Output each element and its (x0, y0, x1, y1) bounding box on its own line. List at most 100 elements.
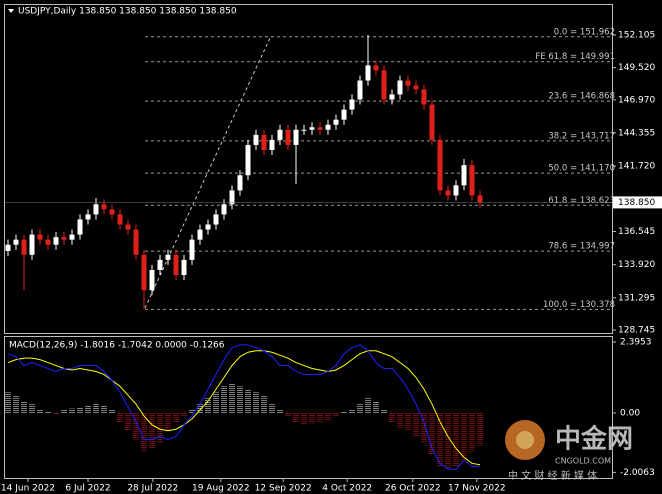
x-tick-label: 19 Aug 2022 (192, 484, 250, 494)
candle-body (197, 229, 203, 240)
candle-body (341, 109, 347, 120)
macd-line (7, 344, 480, 470)
candle-body (29, 234, 35, 255)
y-tick-label: 131.295 (618, 293, 655, 303)
fib-expansion-line (144, 37, 271, 309)
macd-pane (4, 336, 613, 479)
candle-body (373, 65, 379, 71)
chart-title: USDJPY,Daily 138.850 138.850 138.850 138… (18, 7, 237, 17)
candle-body (109, 209, 115, 215)
candle-body (181, 259, 187, 276)
y-tick-label: 0.00 (620, 408, 640, 418)
x-tick-label: 26 Oct 2022 (385, 484, 441, 494)
fib-label: 50.0 = 141.170 (548, 164, 615, 174)
candle-body (317, 127, 323, 130)
watermark-logo-inner (516, 431, 534, 449)
candle-body (221, 204, 227, 215)
candle-body (381, 70, 387, 100)
watermark-brand: 中金网 (555, 424, 633, 455)
candle-body (53, 237, 59, 245)
menu-arrow[interactable] (8, 9, 14, 13)
main-pane (4, 4, 613, 334)
candle-body (349, 99, 355, 110)
y-tick-label: 141.720 (618, 162, 655, 172)
candle-body (397, 80, 403, 95)
x-tick-label: 14 Jun 2022 (1, 484, 55, 494)
candle-body (469, 165, 475, 196)
fib-label: 0.0 = 151.962 (554, 27, 615, 37)
candle-body (365, 65, 371, 81)
candle-body (357, 80, 363, 100)
candle-body (85, 214, 91, 220)
y-tick-label: 146.970 (618, 95, 655, 105)
candle-body (237, 175, 243, 191)
candle-body (301, 129, 307, 131)
y-tick-label: 133.920 (618, 260, 655, 270)
candle-body (21, 239, 27, 255)
candle-body (269, 139, 275, 150)
x-tick-label: 6 Jul 2022 (65, 484, 110, 494)
candle-body (45, 239, 51, 245)
fib-label: 78.6 = 134.997 (548, 242, 615, 252)
current-price-box (613, 196, 662, 209)
x-tick-label: 4 Oct 2022 (322, 484, 372, 494)
fib-label: 23.6 = 146.868 (548, 92, 615, 102)
fib-label: FE 61.8 = 149.991 (535, 52, 615, 62)
candle-body (421, 89, 427, 105)
candle-body (5, 244, 11, 252)
watermark-site: CNGOLD.COM (555, 457, 611, 466)
macd-title: MACD(12,26,9) -1.8016 -1.7042 0.0000 -0.… (9, 341, 225, 351)
candle-body (277, 129, 283, 140)
fib-label: 61.8 = 138.623 (548, 196, 615, 206)
candle-body (125, 224, 131, 230)
candle-body (213, 214, 219, 225)
candle-body (253, 134, 259, 145)
candle-body (157, 259, 163, 270)
y-tick-label: 149.520 (618, 63, 655, 73)
candle-body (61, 237, 67, 240)
candle-body (325, 124, 331, 130)
candle-body (69, 234, 75, 240)
candle-body (37, 234, 43, 240)
candle-body (453, 185, 459, 196)
candle-body (461, 165, 467, 186)
y-tick-label: 2.3953 (620, 337, 652, 347)
candle-body (477, 195, 483, 203)
candle-body (229, 190, 235, 205)
candle-body (133, 229, 139, 255)
candle-body (165, 254, 171, 260)
candle-body (413, 85, 419, 90)
candle-body (141, 254, 147, 291)
y-tick-label: 144.355 (618, 128, 655, 138)
candle-body (93, 204, 99, 215)
candle-body (205, 224, 211, 230)
y-tick-label: 128.745 (618, 326, 655, 336)
candle-body (13, 239, 19, 245)
candle-body (293, 129, 299, 145)
macd-line (7, 350, 481, 466)
candle-body (429, 104, 435, 140)
current-price-label: 138.850 (618, 198, 655, 208)
x-tick-label: 12 Sep 2022 (255, 484, 312, 494)
candle-body (245, 144, 251, 176)
candle-body (405, 80, 411, 86)
candle-body (149, 269, 155, 291)
watermark: 中金网 CNGOLD.COM 中 文 财 经 新 媒 体 (505, 420, 633, 482)
candle-body (333, 119, 339, 125)
candle-body (117, 214, 123, 225)
candle-body (173, 254, 179, 276)
candle-body (437, 139, 443, 191)
candle-body (261, 134, 267, 150)
y-tick-label: 136.545 (618, 227, 655, 237)
fib-label: 38.2 = 143.717 (548, 131, 615, 141)
x-tick-label: 17 Nov 2022 (448, 484, 506, 494)
watermark-slogan: 中 文 财 经 新 媒 体 (508, 469, 597, 482)
candle-body (285, 129, 291, 145)
candle-body (389, 94, 395, 100)
candle-body (309, 127, 315, 130)
fib-label: 100.0 = 130.378 (543, 300, 615, 310)
candle-body (101, 204, 107, 210)
candle-body (189, 239, 195, 260)
candle-body (77, 219, 83, 235)
